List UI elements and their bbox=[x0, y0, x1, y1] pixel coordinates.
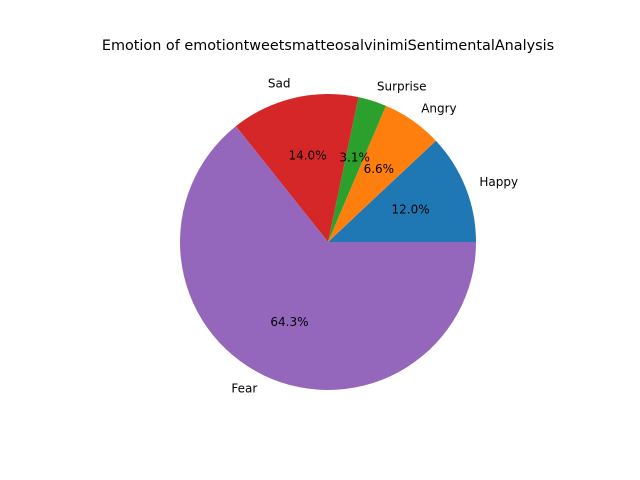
slice-label-sad: Sad bbox=[268, 77, 291, 91]
pct-label-happy: 12.0% bbox=[391, 202, 429, 216]
slice-label-happy: Happy bbox=[479, 175, 518, 189]
pct-label-surprise: 3.1% bbox=[339, 150, 370, 164]
chart-title: Emotion of emotiontweetsmatteosalvinimiS… bbox=[102, 38, 554, 54]
slice-label-fear: Fear bbox=[231, 382, 257, 396]
pie-slice-happy bbox=[328, 140, 476, 242]
pie-slice-angry bbox=[328, 105, 436, 242]
slice-label-angry: Angry bbox=[421, 102, 456, 116]
pie-slice-fear bbox=[180, 126, 477, 391]
pie-slice-sad bbox=[235, 94, 359, 242]
pct-label-sad: 14.0% bbox=[288, 149, 326, 163]
pct-label-fear: 64.3% bbox=[270, 315, 308, 329]
slices-layer bbox=[180, 94, 477, 391]
labels-layer: Happy 12.0% Angry 6.6% Surprise 3.1% Sad 14.0% F… bbox=[231, 77, 518, 396]
pie-slice-surprise bbox=[328, 97, 386, 242]
slice-label-surprise: Surprise bbox=[377, 80, 427, 94]
pct-label-angry: 6.6% bbox=[364, 162, 395, 176]
